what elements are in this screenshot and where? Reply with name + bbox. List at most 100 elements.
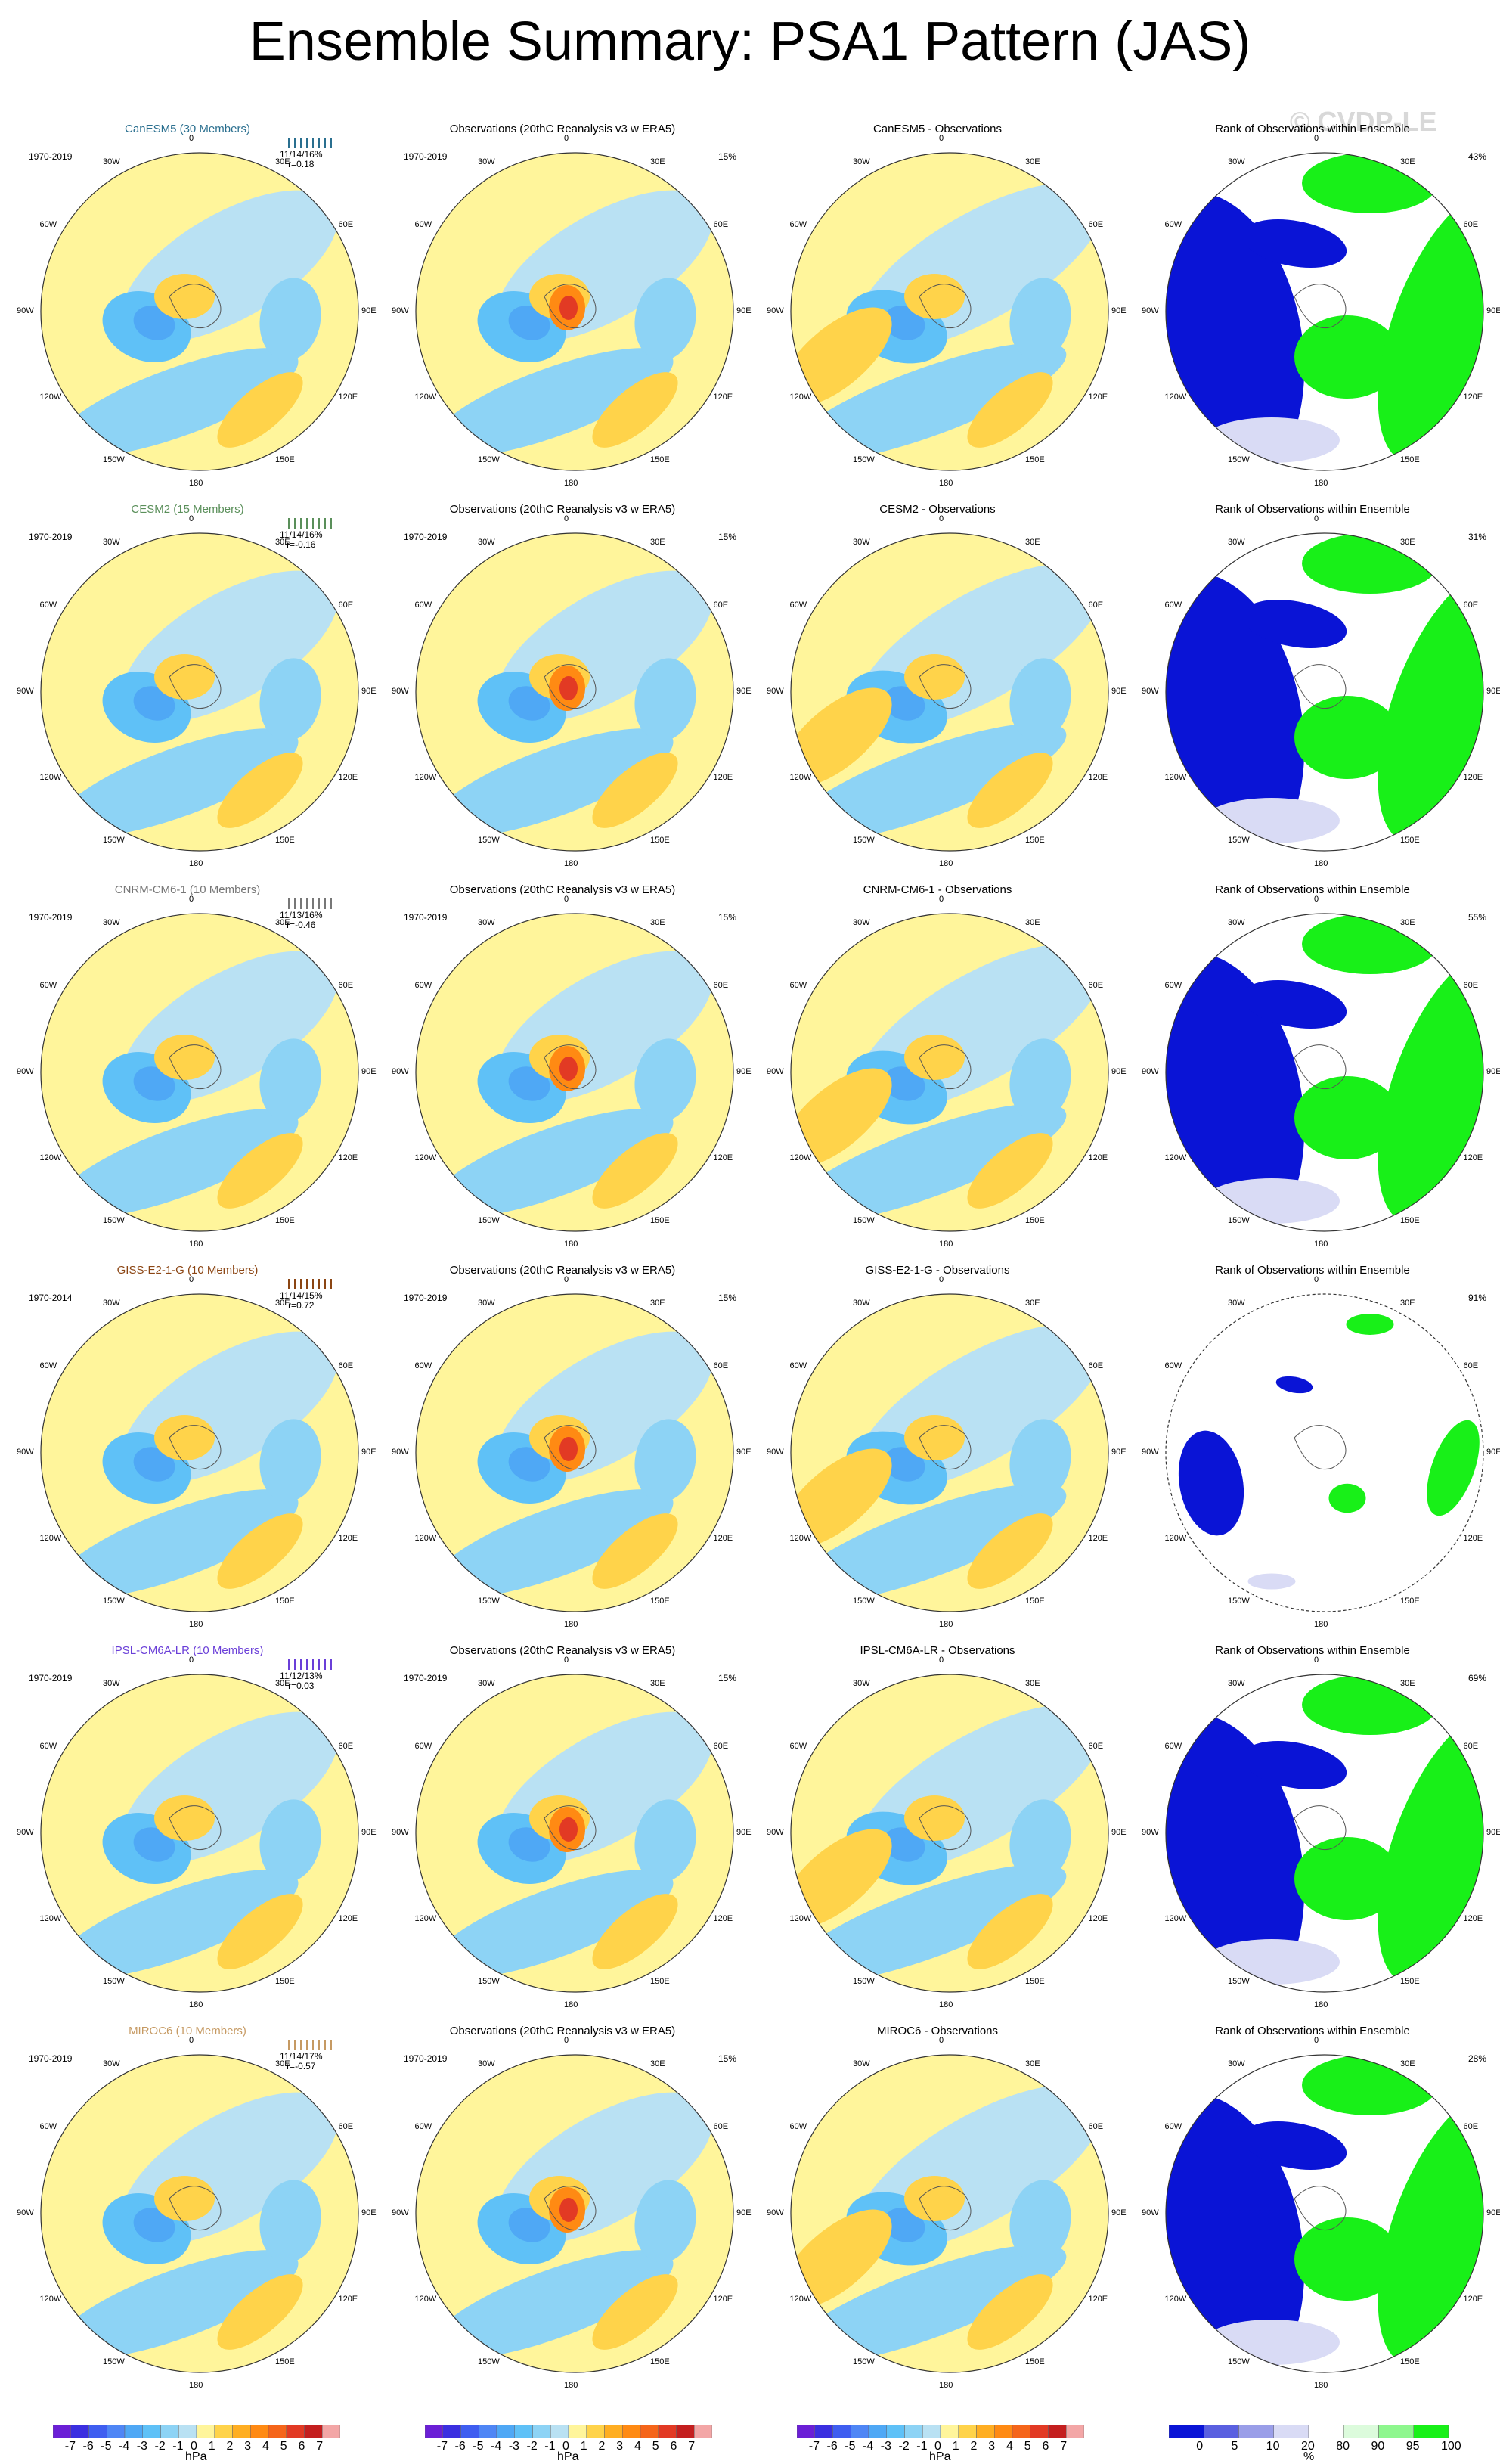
longitude-label: 120E [713,773,733,782]
colorbar-swatch [622,2425,641,2438]
polar-map-rank [1165,1293,1484,1612]
colorbar-tick-label: 6 [1042,2440,1049,2453]
colorbar-swatch [676,2425,695,2438]
rank-region [1204,798,1340,843]
rank-region [1247,1573,1296,1590]
longitude-label: 90W [392,2208,409,2217]
longitude-label: 60W [414,220,432,229]
percent-label: 15% [718,1293,737,1303]
longitude-label: 180 [564,1620,578,1629]
pattern-region [883,306,925,340]
colorbar-swatch [322,2425,340,2438]
longitude-label: 150E [1400,1977,1420,1987]
longitude-label: 180 [939,2381,953,2390]
longitude-label: 90W [767,1828,784,1837]
hpa-colorbar-1 [53,2425,340,2438]
longitude-label: 150E [650,1216,670,1226]
longitude-label: 180 [1314,1240,1328,1249]
pattern-region [508,1447,550,1482]
longitude-label: 120W [1164,2295,1187,2304]
longitude-label: 90E [1111,1828,1127,1837]
colorbar-swatch [460,2425,479,2438]
colorbar-tick-label: 3 [988,2440,996,2453]
pattern-region [791,1864,1067,1985]
longitude-label: 30E [1025,157,1040,166]
colorbar-swatch [1413,2425,1449,2438]
longitude-label: 150W [1228,1597,1250,1606]
percent-label: 15% [718,2053,737,2064]
period-label: 1970-2019 [29,1673,73,1684]
panel-model-3: GISS-E2-1-G (10 Members) 1970-2014 11/14/1… [0,1264,377,1642]
panel-diff-2: CNRM-CM6-1 - Observations 0 30E 60E 90E 120E 1… [750,883,1127,1261]
polar-map-obs [415,1674,734,1993]
longitude-label: 0 [1314,1656,1319,1665]
longitude-label: 150W [853,455,875,465]
rank-region [1204,417,1340,463]
longitude-label: 60W [1164,220,1182,229]
colorbar-swatch [976,2425,995,2438]
longitude-label: 60W [39,981,57,990]
colorbar-swatch [442,2425,461,2438]
pattern-region [259,1799,321,1882]
rank-title: Rank of Observations within Ensemble [1215,1644,1410,1657]
longitude-label: 120E [338,393,358,402]
longitude-label: 60W [789,220,807,229]
longitude-label: 60E [713,220,729,229]
polar-map-diff [790,1674,1109,1993]
period-label: 1970-2019 [29,912,73,923]
pattern-region [904,654,965,700]
percent-label: 15% [718,912,737,923]
longitude-label: 30E [650,917,665,927]
longitude-label: 60E [338,600,354,610]
longitude-label: 150E [1400,2357,1420,2367]
longitude-label: 60E [1463,1742,1479,1751]
pattern-region [967,1133,1053,1209]
longitude-label: 150E [275,2357,295,2367]
panel-obs-5: Observations (20thC Reanalysis v3 w ERA5… [375,2025,752,2403]
longitude-label: 30W [853,537,870,547]
longitude-label: 60E [713,600,729,610]
panel-rank-3: Rank of Observations within Ensemble 91% 0… [1125,1264,1500,1642]
colorbar-swatch [658,2425,677,2438]
panel-model-2: CNRM-CM6-1 (10 Members) 1970-2019 11/13/16… [0,883,377,1261]
longitude-label: 120E [1463,2295,1483,2304]
rank-region [1241,2121,1347,2170]
longitude-label: 60W [414,600,432,610]
pattern-region [154,1415,215,1460]
pattern-region [1009,1799,1071,1882]
diff-title: CanESM5 - Observations [872,123,1003,135]
longitude-label: 30E [650,1678,665,1688]
longitude-label: 60E [338,1361,354,1370]
longitude-label: 150E [275,1597,295,1606]
pattern-region [259,2180,321,2263]
longitude-label: 30W [103,2059,120,2068]
colorbar-tick-label: 5 [1231,2440,1238,2453]
pattern-region [55,2250,299,2359]
colorbar-tick-label: 3 [244,2440,252,2453]
colorbar-swatch [514,2425,533,2438]
longitude-label: 60E [1463,1361,1479,1370]
pattern-region [55,728,299,837]
obs-title: Observations (20thC Reanalysis v3 w ERA5… [449,2025,676,2037]
longitude-label: 0 [939,514,944,523]
colorbar-swatch [640,2425,659,2438]
rank-title: Rank of Observations within Ensemble [1215,883,1410,896]
colorbar-swatch [1169,2425,1204,2438]
longitude-label: 120W [39,1153,62,1162]
colorbar-tick-label: 5 [280,2440,287,2453]
pattern-region [559,1437,578,1461]
polar-map-model [40,913,359,1232]
longitude-label: 120E [1463,773,1483,782]
longitude-label: 30E [275,1678,290,1688]
colorbar-tick-label: 7 [1060,2440,1068,2453]
panel-diff-1: CESM2 - Observations 0 30E 60E 90E 120E 150E 18… [750,503,1127,881]
period-label: 1970-2019 [404,1293,448,1303]
pattern-region [217,753,303,828]
pattern-region [430,1870,674,1978]
map-outline [415,1293,734,1612]
rank-title: Rank of Observations within Ensemble [1215,1264,1410,1277]
pattern-region [904,1035,965,1080]
longitude-label: 60W [789,2122,807,2131]
pattern-region [217,1513,303,1589]
stats-label: 11/14/16% r=0.18 [280,149,323,169]
